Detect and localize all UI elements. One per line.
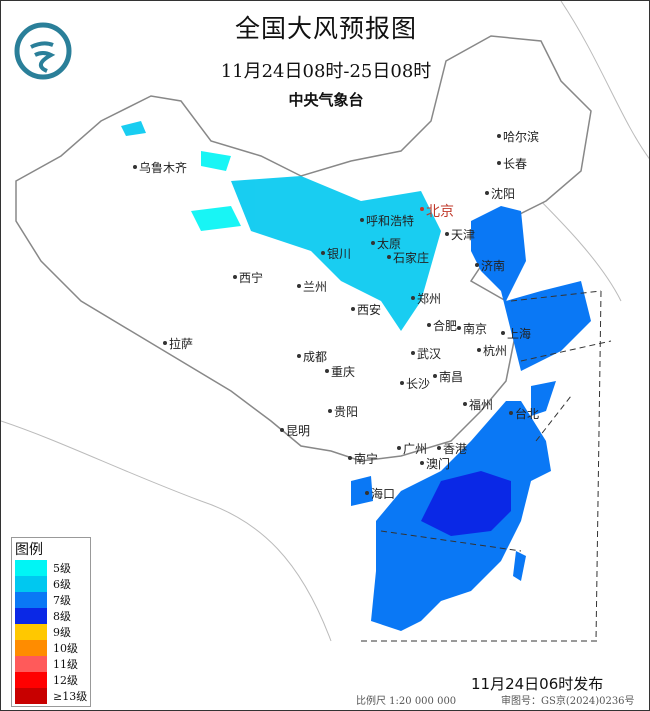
city-label-capital: 北京 xyxy=(420,201,454,221)
city-label: 海口 xyxy=(364,487,396,501)
legend-item: ≥13级 xyxy=(12,688,90,704)
city-label: 重庆 xyxy=(324,365,356,379)
legend-swatch xyxy=(15,672,47,688)
legend-label: 6级 xyxy=(53,578,71,591)
legend-label: 7级 xyxy=(53,594,71,607)
city-label: 南宁 xyxy=(347,452,379,466)
city-label: 沈阳 xyxy=(484,187,516,201)
legend-label: 11级 xyxy=(53,658,78,671)
map-title: 全国大风预报图 xyxy=(234,14,417,43)
city-label: 郑州 xyxy=(410,292,442,306)
legend-swatch xyxy=(15,608,47,624)
city-label: 西安 xyxy=(350,303,382,317)
legend-item: 6级 xyxy=(12,576,90,592)
city-label: 银川 xyxy=(320,247,352,261)
legend-item: 7级 xyxy=(12,592,90,608)
city-label: 西宁 xyxy=(232,271,264,285)
wind-zone-5 xyxy=(191,151,241,231)
legend-label: 5级 xyxy=(53,562,71,575)
city-label: 成都 xyxy=(296,350,328,364)
city-label: 福州 xyxy=(462,398,494,412)
city-label: 天津 xyxy=(444,228,476,242)
wind-zone-6 xyxy=(121,121,441,331)
city-label: 贵阳 xyxy=(327,405,359,419)
city-label: 长春 xyxy=(496,157,528,171)
legend-item: 11级 xyxy=(12,656,90,672)
legend-label: 8级 xyxy=(53,610,71,623)
legend-item: 8级 xyxy=(12,608,90,624)
legend-item: 10级 xyxy=(12,640,90,656)
city-label: 广州 xyxy=(396,442,428,456)
legend-label: 10级 xyxy=(53,642,78,655)
cma-logo xyxy=(14,22,72,80)
legend-label: 9级 xyxy=(53,626,71,639)
city-label: 太原 xyxy=(370,237,402,251)
legend: 图例 5级 6级 7级 8级 9级 10级 11级 12级 ≥13级 xyxy=(11,537,91,707)
city-label: 澳门 xyxy=(419,457,451,471)
city-label: 乌鲁木齐 xyxy=(132,161,188,175)
legend-item: 9级 xyxy=(12,624,90,640)
legend-item: 5级 xyxy=(12,560,90,576)
issue-time: 11月24日06时发布 xyxy=(471,675,604,693)
map-audit-number: 审图号：GS京(2024)0236号 xyxy=(501,696,635,707)
city-label: 石家庄 xyxy=(386,251,430,265)
legend-swatch xyxy=(15,592,47,608)
legend-swatch xyxy=(15,576,47,592)
map-scale: 比例尺 1:20 000 000 xyxy=(356,696,457,707)
legend-title: 图例 xyxy=(15,542,43,558)
city-label: 台北 xyxy=(508,407,540,421)
legend-swatch xyxy=(15,656,47,672)
city-label: 兰州 xyxy=(296,280,328,294)
legend-swatch xyxy=(15,640,47,656)
city-label: 香港 xyxy=(436,442,468,456)
city-label: 昆明 xyxy=(279,424,311,438)
legend-swatch xyxy=(15,560,47,576)
city-label: 南京 xyxy=(456,322,488,336)
legend-item: 12级 xyxy=(12,672,90,688)
legend-swatch xyxy=(15,688,47,704)
city-label: 杭州 xyxy=(476,344,508,358)
legend-label: ≥13级 xyxy=(53,690,88,703)
legend-swatch xyxy=(15,624,47,640)
city-label: 拉萨 xyxy=(162,337,194,351)
city-label: 南昌 xyxy=(432,370,464,384)
forecast-period: 11月24日08时-25日08时 xyxy=(220,61,432,82)
city-label: 上海 xyxy=(500,327,532,341)
agency-name: 中央气象台 xyxy=(288,91,364,109)
city-label: 长沙 xyxy=(399,377,431,391)
city-label: 合肥 xyxy=(426,319,458,333)
city-label: 济南 xyxy=(474,259,506,273)
sea-boundaries xyxy=(361,290,612,642)
wind-zone-8 xyxy=(421,471,511,536)
city-label: 哈尔滨 xyxy=(496,130,540,144)
city-label: 呼和浩特 xyxy=(359,214,415,228)
legend-label: 12级 xyxy=(53,674,78,687)
city-label: 武汉 xyxy=(410,347,442,361)
